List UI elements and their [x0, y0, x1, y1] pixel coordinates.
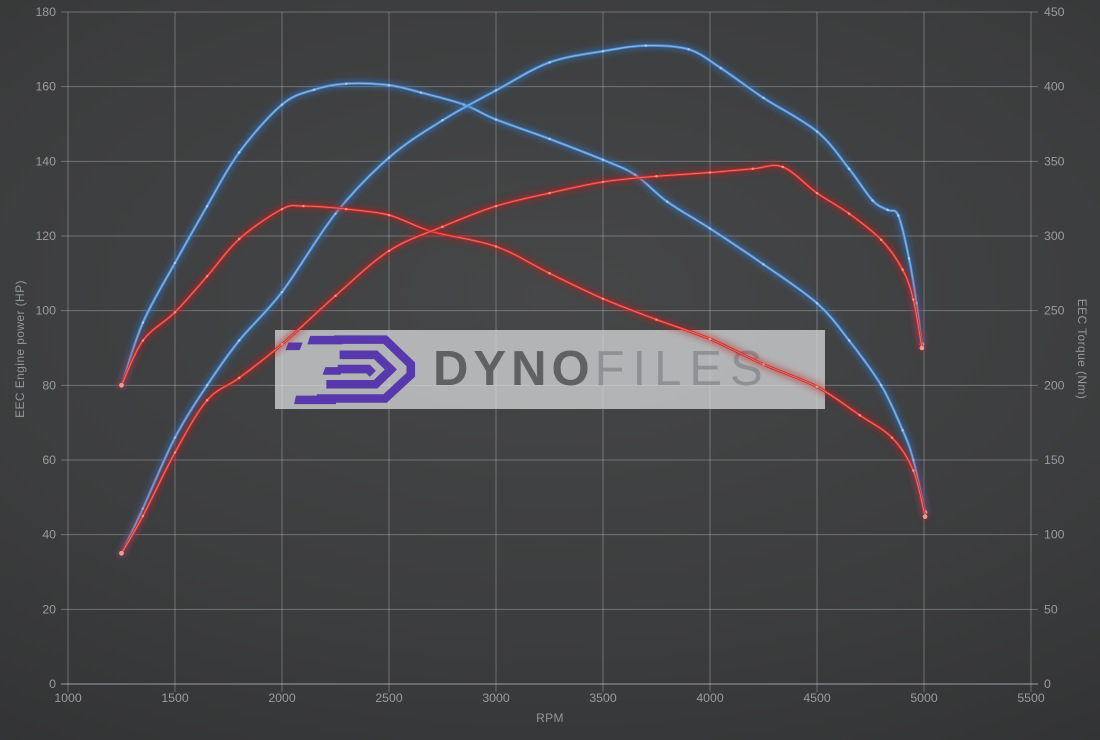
y-axis-title-right: EEC Torque (Nm) [1075, 298, 1089, 400]
svg-text:100: 100 [35, 304, 56, 318]
svg-text:3500: 3500 [589, 691, 617, 705]
svg-text:400: 400 [1044, 80, 1065, 94]
y-axis-title-left: EEC Engine power (HP) [13, 280, 27, 418]
dynofiles-watermark: DYNO FILES [275, 330, 825, 409]
svg-text:20: 20 [42, 602, 56, 616]
series-torque-stock [117, 201, 930, 521]
svg-text:150: 150 [1044, 453, 1065, 467]
svg-text:180: 180 [35, 5, 56, 19]
svg-text:0: 0 [49, 677, 56, 691]
tick-labels: 1000 1500 2000 2500 3000 3500 4000 4500 5000 5500… [35, 5, 1064, 705]
series-power-tuned [117, 41, 926, 558]
dynofiles-logo [285, 334, 416, 404]
svg-text:0: 0 [1044, 677, 1051, 691]
svg-text:3000: 3000 [482, 691, 510, 705]
x-axis-title: RPM [536, 711, 564, 725]
svg-text:1500: 1500 [161, 691, 189, 705]
brand-dyno: DYNO [433, 342, 595, 396]
brand-text: DYNO FILES [433, 345, 771, 394]
series-power-stock [117, 161, 926, 558]
svg-text:350: 350 [1044, 154, 1065, 168]
svg-text:300: 300 [1044, 229, 1065, 243]
svg-text:140: 140 [35, 154, 56, 168]
svg-text:40: 40 [42, 528, 56, 542]
svg-text:100: 100 [1044, 528, 1065, 542]
svg-text:50: 50 [1044, 602, 1058, 616]
svg-text:5000: 5000 [910, 691, 938, 705]
svg-text:4500: 4500 [803, 691, 831, 705]
svg-text:1000: 1000 [54, 691, 82, 705]
svg-text:160: 160 [35, 80, 56, 94]
gridlines [61, 11, 1038, 692]
svg-text:2500: 2500 [375, 691, 403, 705]
svg-text:450: 450 [1044, 5, 1065, 19]
svg-text:80: 80 [42, 378, 56, 392]
svg-text:250: 250 [1044, 304, 1065, 318]
svg-text:2000: 2000 [268, 691, 296, 705]
series-torque-tuned [117, 79, 930, 517]
svg-text:60: 60 [42, 453, 56, 467]
svg-text:4000: 4000 [696, 691, 724, 705]
svg-text:5500: 5500 [1017, 691, 1045, 705]
svg-text:200: 200 [1044, 378, 1065, 392]
svg-text:120: 120 [35, 229, 56, 243]
